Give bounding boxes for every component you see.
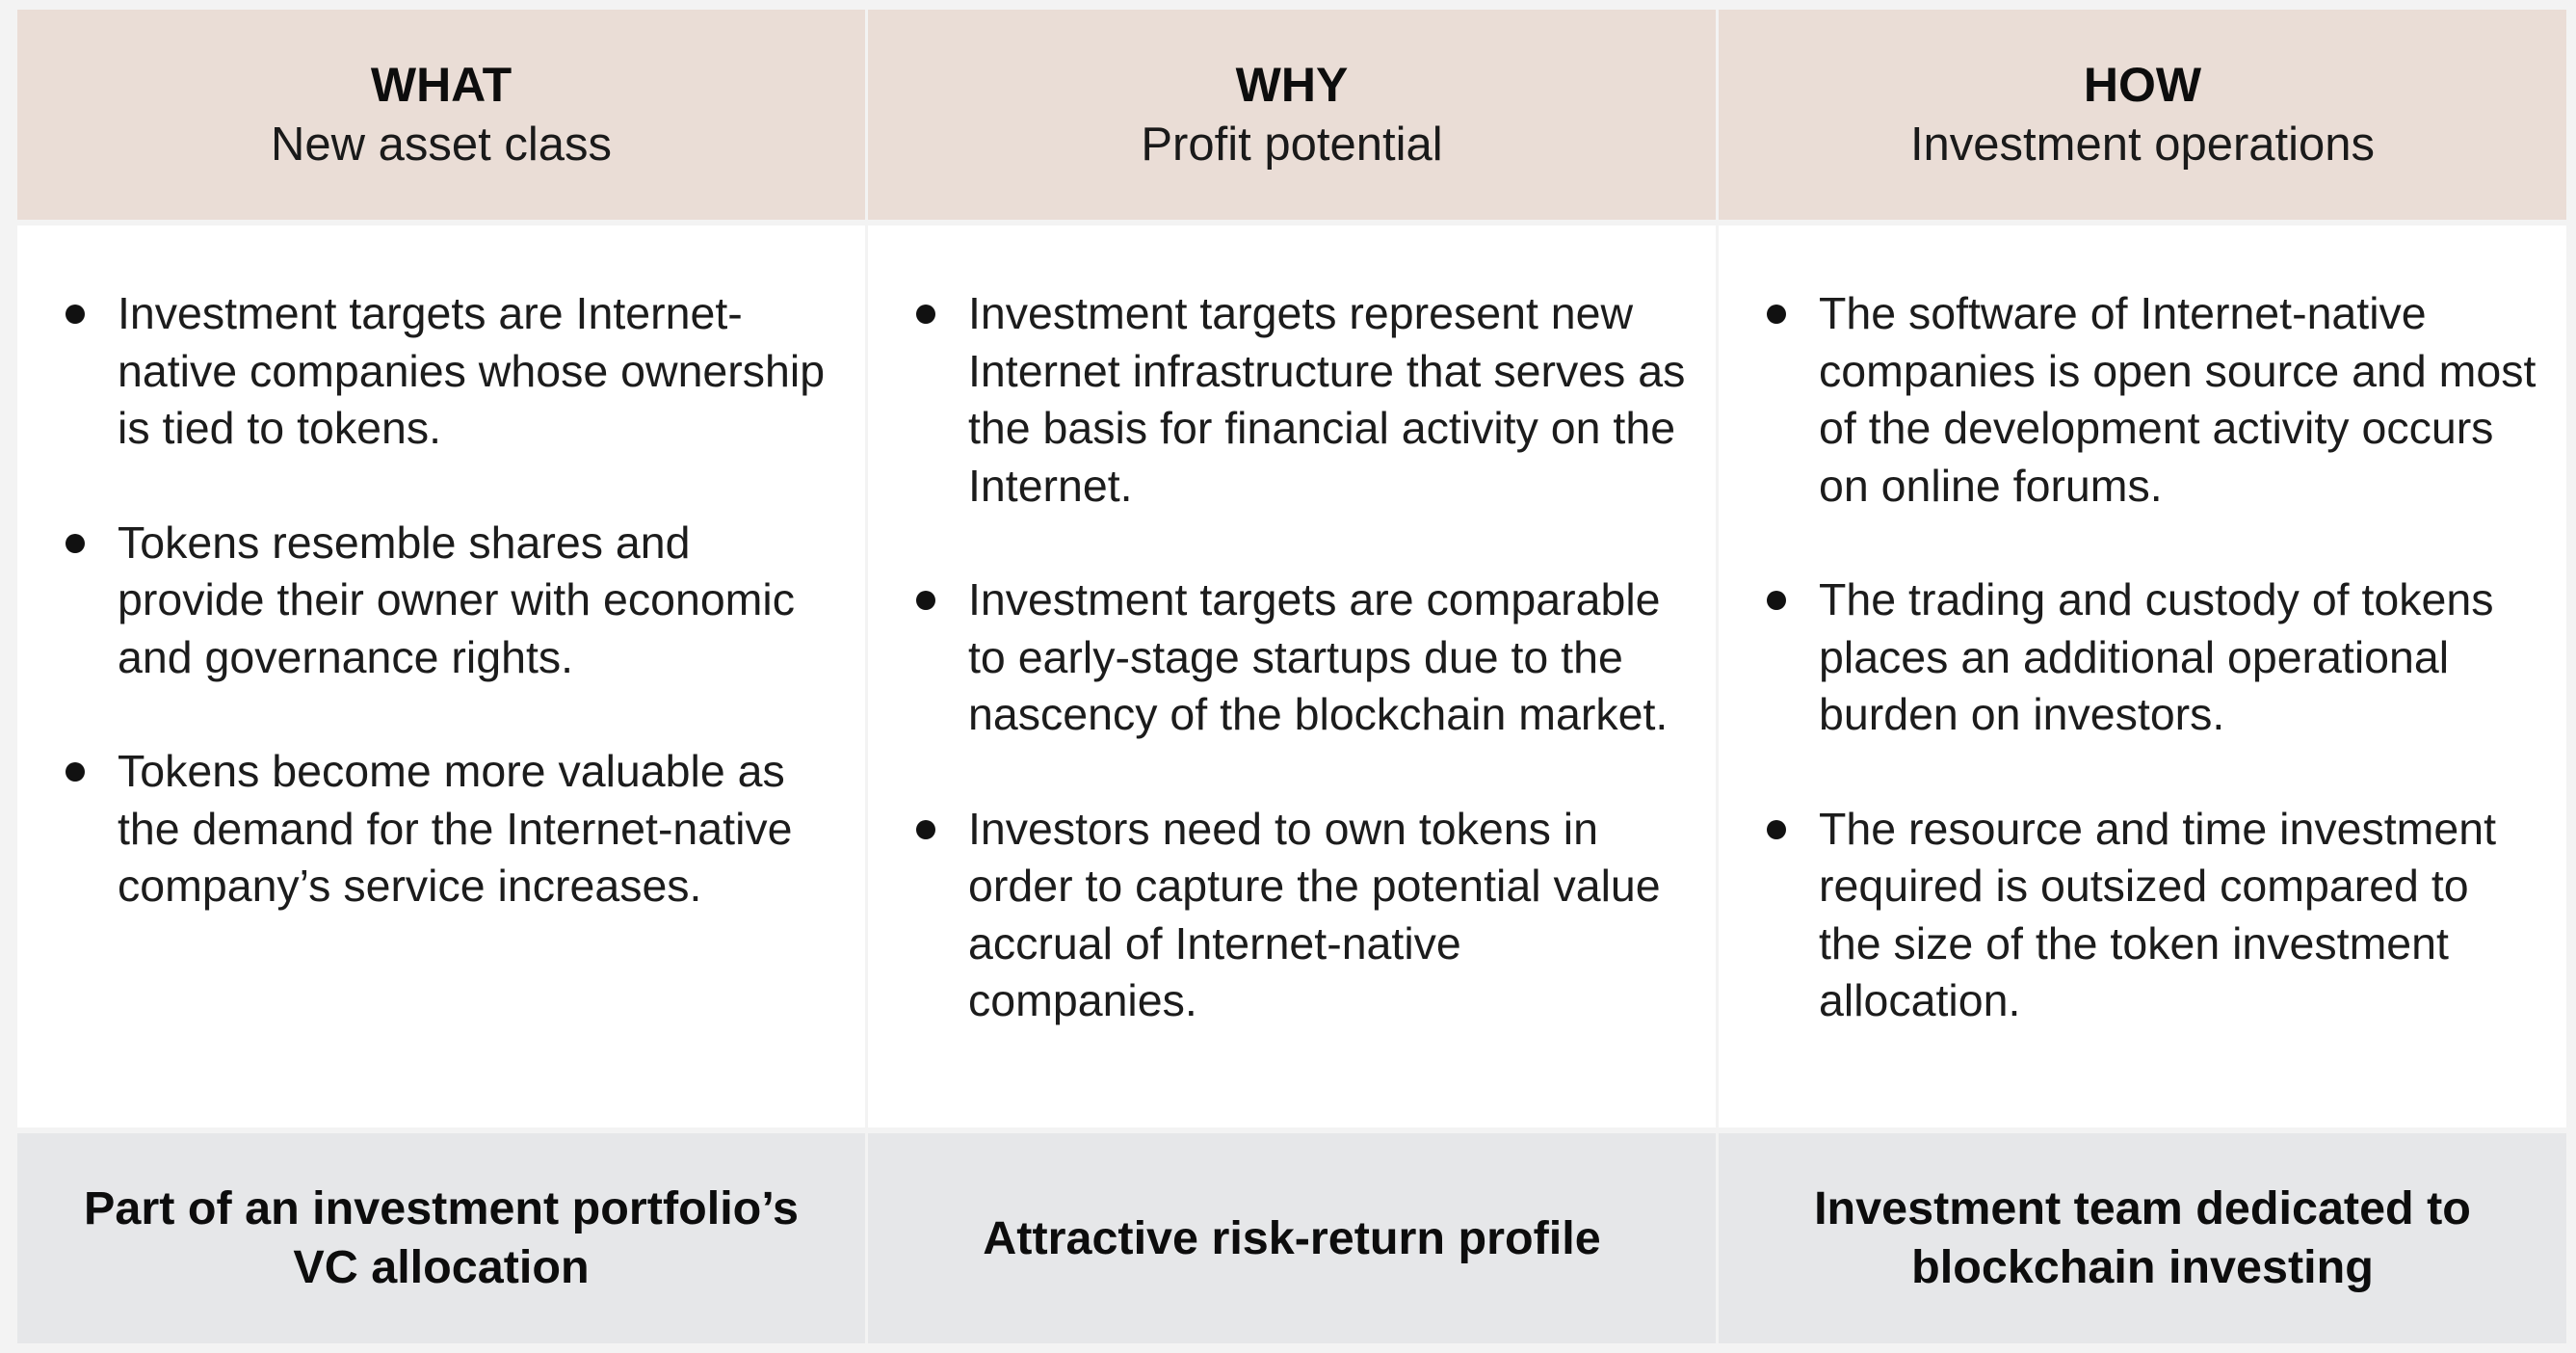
list-item: Investors need to own tokens in order to… [914, 801, 1687, 1030]
bullet-text: Investment targets represent new Interne… [968, 288, 1686, 511]
bullet-icon [916, 819, 935, 839]
list-item: The trading and custody of tokens places… [1765, 571, 2537, 744]
bullet-icon [66, 305, 85, 324]
header-what-subtitle: New asset class [270, 119, 612, 171]
list-item: The software of Internet-native companie… [1765, 285, 2537, 515]
bullet-icon [1767, 591, 1786, 610]
footer-how: Investment team dedicated to blockchain … [1719, 1133, 2566, 1343]
bullet-icon [916, 591, 935, 610]
header-how-subtitle: Investment operations [1909, 119, 2376, 171]
header-why: WHY Profit potential [868, 10, 1716, 220]
bullet-icon [1767, 819, 1786, 839]
bullet-text: Tokens resemble shares and provide their… [118, 517, 795, 682]
bullet-text: Investment targets are comparable to ear… [968, 574, 1669, 739]
footer-what: Part of an investment portfolio’s VC all… [17, 1133, 865, 1343]
bullet-text: Tokens become more valuable as the deman… [118, 746, 793, 911]
footer-why-text: Attractive risk-return profile [983, 1211, 1601, 1264]
bullet-icon [66, 762, 85, 782]
list-item: The resource and time investment require… [1765, 801, 2537, 1030]
body-why: Investment targets represent new Interne… [868, 226, 1716, 1128]
list-item: Tokens become more valuable as the deman… [64, 743, 836, 915]
list-item: Investment targets are Internet-native c… [64, 285, 836, 458]
list-item: Tokens resemble shares and provide their… [64, 515, 836, 687]
footer-why: Attractive risk-return profile [868, 1133, 1716, 1343]
bullet-text: The software of Internet-native companie… [1819, 288, 2537, 511]
bullet-icon [916, 305, 935, 324]
header-why-title: WHY [1235, 58, 1349, 112]
bullet-list-how: The software of Internet-native companie… [1765, 285, 2537, 1030]
footer-what-text: Part of an investment portfolio’s VC all… [84, 1182, 799, 1293]
bullet-icon [1767, 305, 1786, 324]
header-how: HOW Investment operations [1719, 10, 2566, 220]
what-why-how-table: WHAT New asset class WHY Profit potentia… [17, 10, 2566, 1343]
body-how: The software of Internet-native companie… [1719, 226, 2566, 1128]
list-item: Investment targets are comparable to ear… [914, 571, 1687, 744]
header-how-title: HOW [2083, 58, 2202, 112]
list-item: Investment targets represent new Interne… [914, 285, 1687, 515]
header-why-subtitle: Profit potential [1141, 119, 1443, 171]
bullet-icon [66, 533, 85, 553]
body-what: Investment targets are Internet-native c… [17, 226, 865, 1128]
bullet-text: The trading and custody of tokens places… [1819, 574, 2494, 739]
footer-how-text: Investment team dedicated to blockchain … [1814, 1182, 2471, 1293]
header-what: WHAT New asset class [17, 10, 865, 220]
bullet-text: The resource and time investment require… [1819, 803, 2496, 1026]
bullet-text: Investors need to own tokens in order to… [968, 803, 1661, 1026]
bullet-list-what: Investment targets are Internet-native c… [64, 285, 836, 915]
bullet-list-why: Investment targets represent new Interne… [914, 285, 1687, 1030]
bullet-text: Investment targets are Internet-native c… [118, 288, 826, 453]
header-what-title: WHAT [370, 58, 513, 112]
